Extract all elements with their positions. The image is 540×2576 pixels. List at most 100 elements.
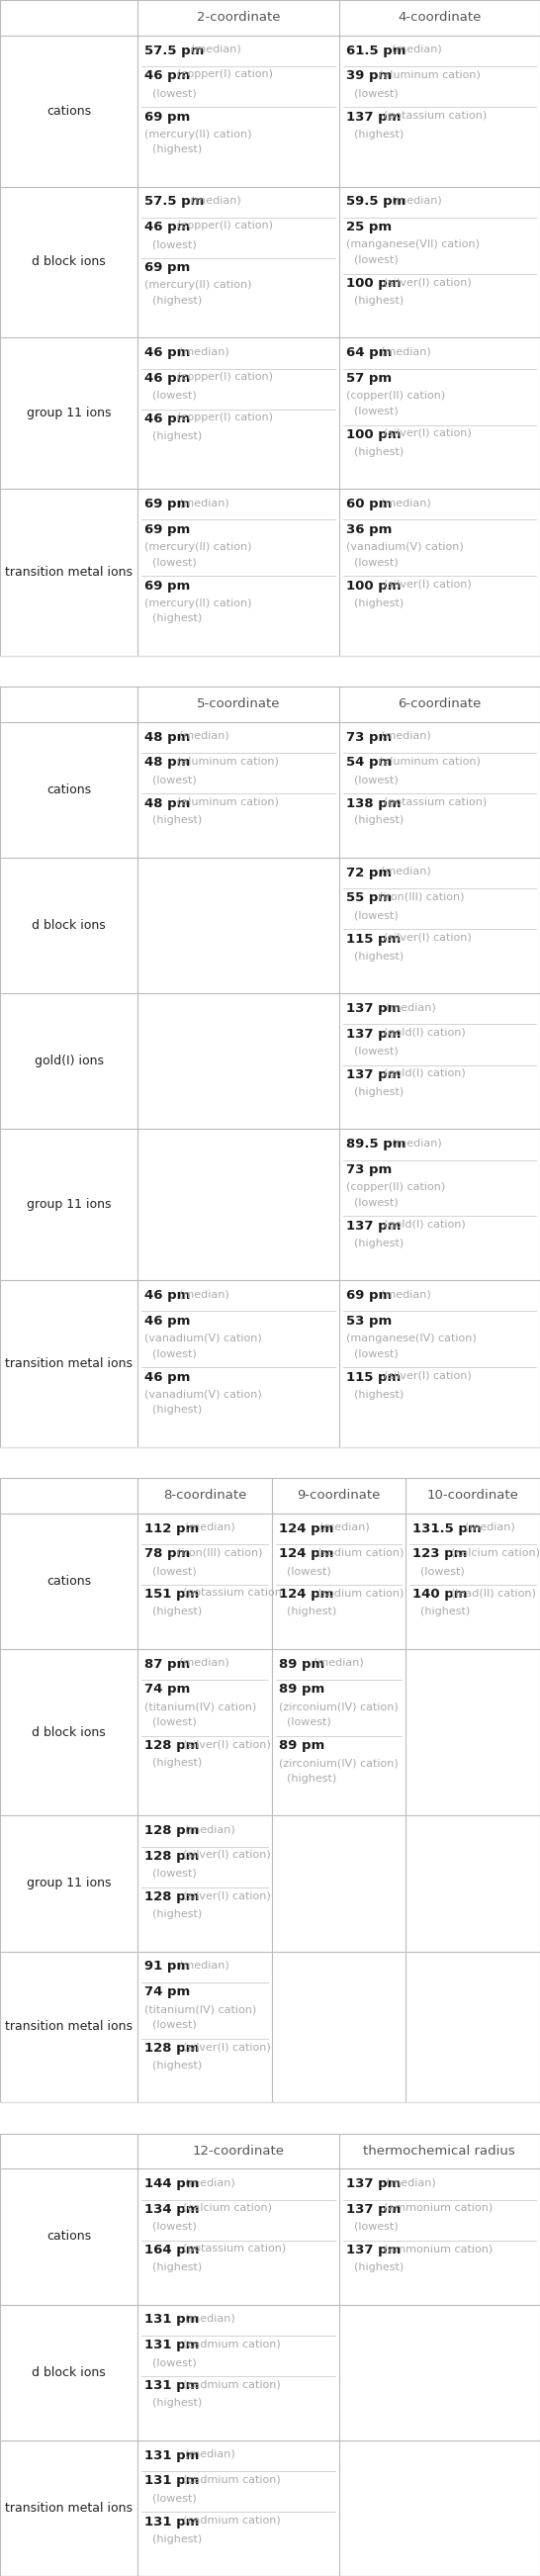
- Text: 137 pm: 137 pm: [346, 1069, 401, 1082]
- Text: 89.5 pm: 89.5 pm: [346, 1139, 406, 1151]
- Text: (silver(I) cation): (silver(I) cation): [183, 1891, 271, 1901]
- Text: 46 pm: 46 pm: [145, 222, 191, 234]
- Text: 128 pm: 128 pm: [145, 1739, 199, 1752]
- Text: (silver(I) cation): (silver(I) cation): [384, 278, 472, 286]
- Text: (highest): (highest): [421, 1607, 470, 1618]
- Text: (copper(I) cation): (copper(I) cation): [177, 222, 273, 232]
- Text: 131 pm: 131 pm: [145, 2450, 199, 2463]
- Text: 128 pm: 128 pm: [145, 1891, 199, 1904]
- Text: 131 pm: 131 pm: [145, 2339, 199, 2352]
- Text: (highest): (highest): [354, 1239, 403, 1249]
- Text: 128 pm: 128 pm: [145, 1850, 199, 1862]
- Text: 128 pm: 128 pm: [145, 2043, 199, 2056]
- Text: (highest): (highest): [152, 1759, 202, 1767]
- Text: (silver(I) cation): (silver(I) cation): [384, 933, 472, 943]
- Text: 124 pm: 124 pm: [279, 1522, 334, 1535]
- Text: 54 pm: 54 pm: [346, 755, 392, 768]
- Text: (highest): (highest): [354, 1388, 403, 1399]
- Text: (median): (median): [185, 2450, 235, 2460]
- Text: (highest): (highest): [354, 448, 403, 456]
- Text: (median): (median): [179, 497, 230, 507]
- Text: 137 pm: 137 pm: [346, 1002, 401, 1015]
- Text: 69 pm: 69 pm: [145, 580, 191, 592]
- Text: (median): (median): [185, 2313, 235, 2324]
- Text: 69 pm: 69 pm: [346, 1288, 392, 1301]
- Text: (highest): (highest): [287, 1775, 336, 1783]
- Text: transition metal ions: transition metal ions: [5, 1358, 133, 1370]
- Text: (lowest): (lowest): [354, 1350, 398, 1358]
- Text: (lowest): (lowest): [354, 775, 398, 786]
- Text: (highest): (highest): [152, 2535, 202, 2545]
- Text: 69 pm: 69 pm: [145, 497, 191, 510]
- Text: (highest): (highest): [152, 2398, 202, 2409]
- Text: 100 pm: 100 pm: [346, 428, 401, 440]
- Text: (silver(I) cation): (silver(I) cation): [384, 580, 472, 590]
- Text: 137 pm: 137 pm: [346, 1218, 401, 1231]
- Text: (mercury(II) cation): (mercury(II) cation): [145, 598, 252, 608]
- Text: (highest): (highest): [152, 613, 202, 623]
- Text: 131 pm: 131 pm: [145, 2380, 199, 2393]
- Text: (manganese(VII) cation): (manganese(VII) cation): [346, 240, 480, 250]
- Text: 39 pm: 39 pm: [346, 70, 392, 82]
- Text: (lowest): (lowest): [287, 1566, 331, 1577]
- Text: (gold(I) cation): (gold(I) cation): [384, 1069, 466, 1079]
- Text: (manganese(IV) cation): (manganese(IV) cation): [346, 1334, 476, 1342]
- Text: thermochemical radius: thermochemical radius: [363, 2146, 516, 2159]
- Text: 61.5 pm: 61.5 pm: [346, 44, 406, 57]
- Text: 78 pm: 78 pm: [145, 1548, 191, 1561]
- Text: (lowest): (lowest): [354, 407, 398, 417]
- Text: (silver(I) cation): (silver(I) cation): [183, 1850, 271, 1860]
- Text: (copper(I) cation): (copper(I) cation): [177, 70, 273, 80]
- Text: 100 pm: 100 pm: [346, 580, 401, 592]
- Text: 124 pm: 124 pm: [279, 1589, 334, 1602]
- Text: (highest): (highest): [152, 296, 202, 307]
- Text: gold(I) ions: gold(I) ions: [34, 1054, 104, 1066]
- Text: (lowest): (lowest): [152, 1868, 197, 1878]
- Text: d block ions: d block ions: [32, 1726, 106, 1739]
- Text: (iron(III) cation): (iron(III) cation): [177, 1548, 263, 1558]
- Text: 46 pm: 46 pm: [145, 412, 191, 425]
- Text: (median): (median): [185, 2177, 235, 2187]
- Text: (lowest): (lowest): [152, 88, 197, 98]
- Text: (lowest): (lowest): [152, 556, 197, 567]
- Text: 91 pm: 91 pm: [145, 1960, 190, 1973]
- Text: (lowest): (lowest): [152, 2494, 197, 2504]
- Text: 46 pm: 46 pm: [145, 348, 191, 361]
- Text: (highest): (highest): [354, 2262, 403, 2272]
- Text: (lowest): (lowest): [152, 1566, 197, 1577]
- Text: 9-coordinate: 9-coordinate: [297, 1489, 381, 1502]
- Text: (cadmium cation): (cadmium cation): [183, 2514, 281, 2524]
- Text: (median): (median): [313, 1659, 363, 1667]
- Text: (median): (median): [191, 44, 241, 54]
- Text: cations: cations: [46, 1574, 91, 1587]
- Text: 131.5 pm: 131.5 pm: [413, 1522, 482, 1535]
- Text: (ammonium cation): (ammonium cation): [384, 2244, 493, 2254]
- Text: (lowest): (lowest): [152, 2357, 197, 2367]
- Text: (sodium cation): (sodium cation): [317, 1589, 403, 1597]
- Text: 6-coordinate: 6-coordinate: [397, 698, 481, 711]
- Text: 5-coordinate: 5-coordinate: [197, 698, 280, 711]
- Text: 137 pm: 137 pm: [346, 2202, 401, 2215]
- Text: (potassium cation): (potassium cation): [183, 2244, 286, 2254]
- Text: (median): (median): [191, 196, 241, 206]
- Text: 137 pm: 137 pm: [346, 2244, 401, 2257]
- Text: group 11 ions: group 11 ions: [26, 1878, 111, 1891]
- Text: (copper(II) cation): (copper(II) cation): [346, 392, 445, 402]
- Text: transition metal ions: transition metal ions: [5, 2020, 133, 2032]
- Text: 59.5 pm: 59.5 pm: [346, 196, 406, 209]
- Text: (aluminum cation): (aluminum cation): [177, 796, 279, 806]
- Text: 137 pm: 137 pm: [346, 2177, 401, 2190]
- Text: 140 pm: 140 pm: [413, 1589, 468, 1602]
- Text: (median): (median): [319, 1522, 369, 1533]
- Text: 100 pm: 100 pm: [346, 278, 401, 291]
- Text: (median): (median): [386, 1002, 436, 1012]
- Text: (lead(II) cation): (lead(II) cation): [451, 1589, 536, 1597]
- Text: (cadmium cation): (cadmium cation): [183, 2476, 281, 2483]
- Text: 57.5 pm: 57.5 pm: [145, 196, 204, 209]
- Text: (highest): (highest): [287, 1607, 336, 1618]
- Text: (vanadium(V) cation): (vanadium(V) cation): [346, 541, 463, 551]
- Text: 128 pm: 128 pm: [145, 1824, 199, 1837]
- Text: cations: cations: [46, 783, 91, 796]
- Text: (silver(I) cation): (silver(I) cation): [384, 428, 472, 438]
- Text: (median): (median): [380, 348, 430, 355]
